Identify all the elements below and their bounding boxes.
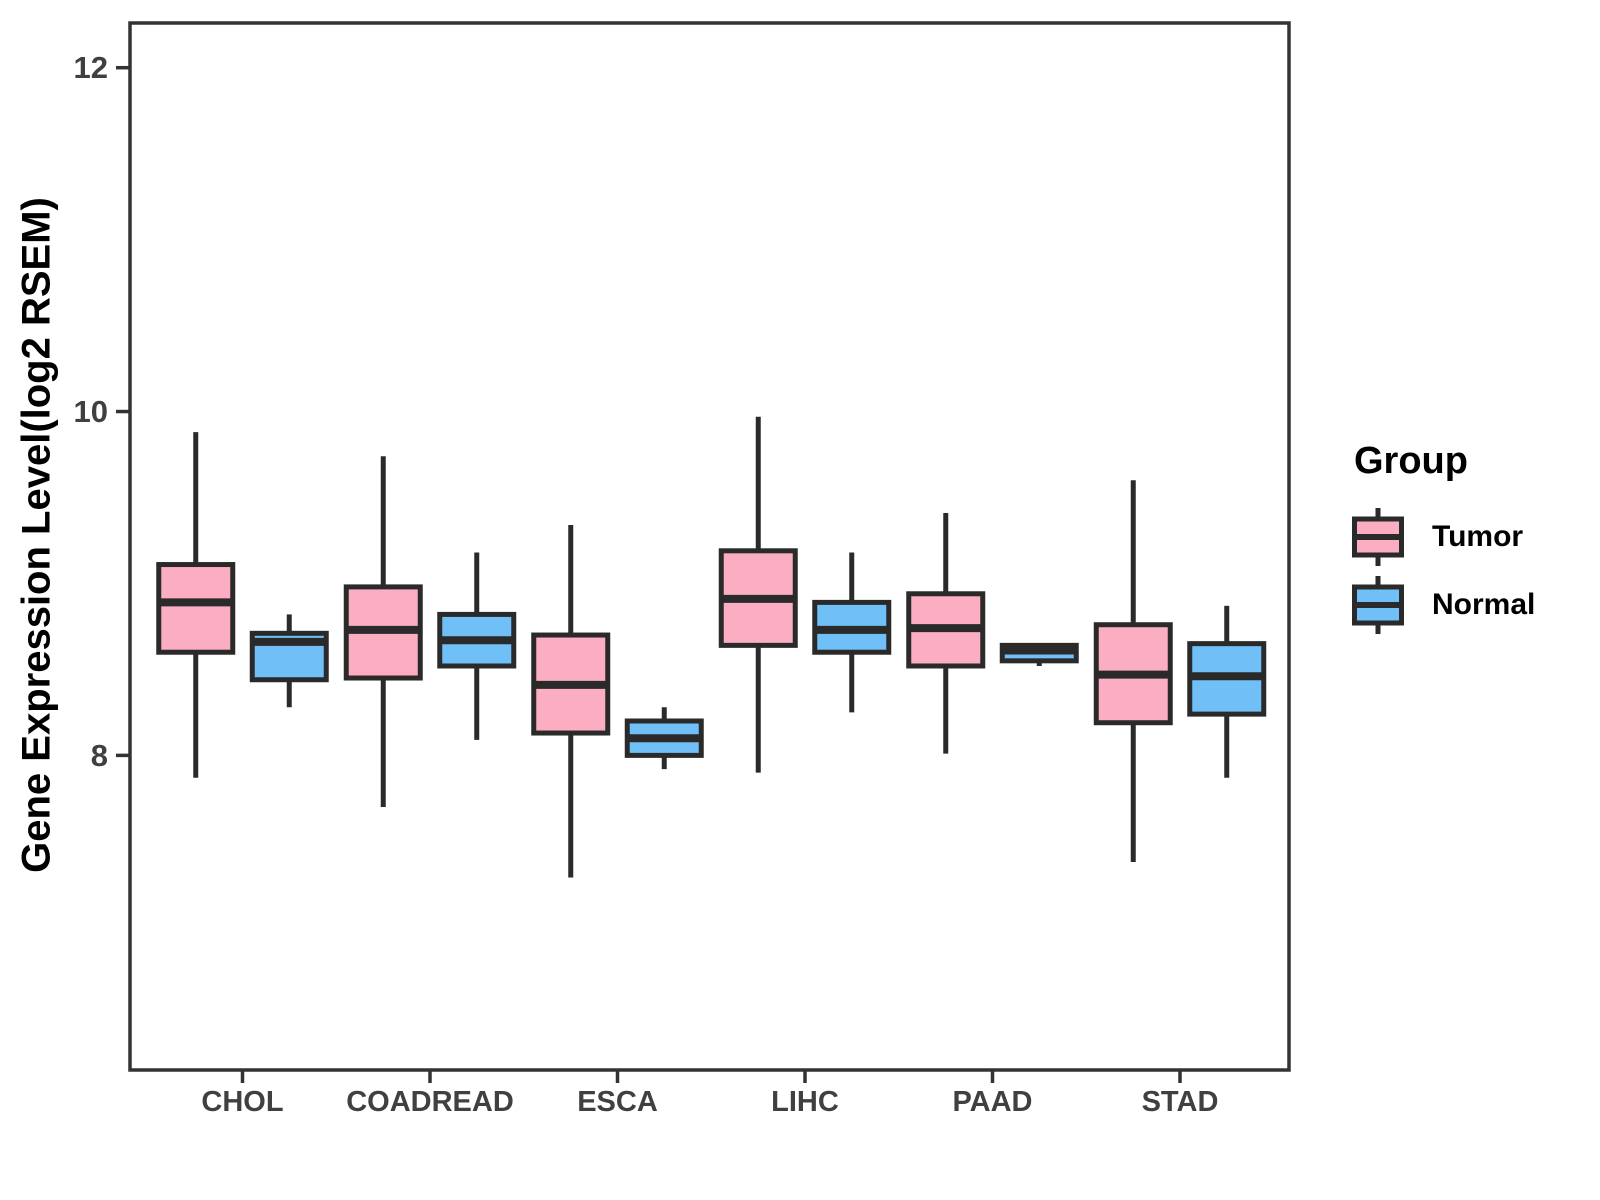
legend-key-boxplot-icon	[1352, 576, 1404, 634]
panel-border	[128, 21, 1291, 1072]
legend-key-boxplot-icon	[1352, 508, 1404, 566]
legend-label-tumor: Tumor	[1432, 520, 1524, 553]
legend-item-tumor: Tumor	[1352, 508, 1535, 566]
y-tick-label-8: 8	[91, 738, 108, 773]
x-tick-label-coadread: COADREAD	[346, 1086, 514, 1118]
x-tick-label-esca: ESCA	[577, 1086, 658, 1118]
box-chol-tumor	[156, 562, 236, 655]
y-tick-label-10: 10	[74, 394, 108, 429]
legend: Group Tumor Normal	[1352, 440, 1535, 639]
legend-item-normal: Normal	[1352, 576, 1535, 634]
legend-label-normal: Normal	[1432, 588, 1536, 621]
x-tick-label-stad: STAD	[1142, 1086, 1219, 1118]
x-tick-label-lihc: LIHC	[771, 1086, 839, 1118]
y-tick-label-12: 12	[74, 50, 108, 85]
x-tick-label-paad: PAAD	[952, 1086, 1032, 1118]
x-tick-label-chol: CHOL	[201, 1086, 283, 1118]
legend-title: Group	[1354, 440, 1468, 482]
